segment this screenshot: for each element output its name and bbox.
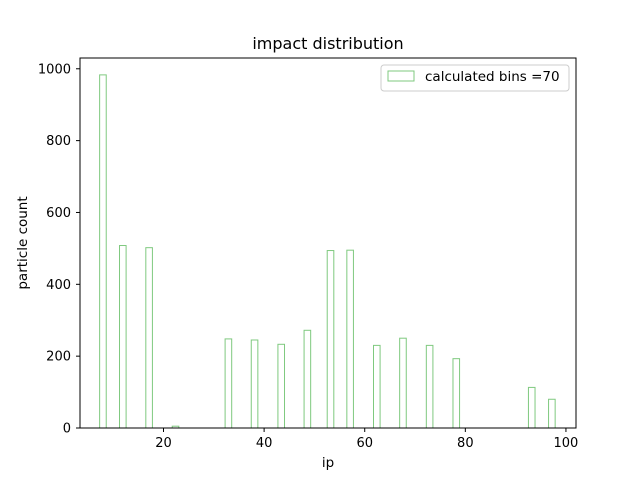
y-tick-label: 1000 [38, 62, 71, 77]
bars-group [99, 74, 556, 429]
legend-frame [380, 64, 570, 92]
x-axis-title: ip [322, 455, 334, 471]
histogram-bar [425, 344, 434, 429]
legend: calculated bins =70 [380, 64, 570, 92]
x-tick-label: 80 [457, 436, 474, 451]
y-tick-label: 0 [63, 422, 71, 437]
x-tick-label: 20 [155, 436, 172, 451]
y-tick-label: 200 [46, 350, 71, 365]
y-axis-title: particle count [15, 196, 31, 289]
legend-swatch [387, 70, 415, 82]
legend-label: calculated bins =70 [425, 69, 560, 85]
y-tick-label: 400 [46, 278, 71, 293]
y-tick-label: 800 [46, 134, 71, 149]
histogram-bar [119, 245, 127, 429]
x-tick-label: 60 [356, 436, 373, 451]
histogram-bar [346, 249, 354, 429]
histogram-bar [452, 358, 461, 429]
x-axis-ticks: 20 40 60 80 100 [155, 428, 578, 451]
x-tick-label: 40 [256, 436, 273, 451]
y-tick-label: 600 [46, 206, 71, 221]
histogram-bar [399, 337, 407, 429]
plot-frame [79, 57, 577, 429]
x-tick-label: 100 [554, 436, 579, 451]
histogram-bar [277, 343, 286, 429]
histogram-bar [250, 339, 259, 429]
chart-title: impact distribution [252, 34, 403, 53]
histogram-bar [326, 250, 335, 429]
histogram-bar [548, 398, 556, 429]
y-axis-ticks: 0 200 400 600 800 1000 [38, 62, 80, 437]
histogram-bar [303, 329, 312, 429]
histogram-bar [373, 344, 381, 429]
histogram-bar [527, 386, 536, 429]
histogram-bar [224, 338, 233, 429]
histogram-bar [145, 247, 153, 429]
histogram-bar [99, 74, 107, 429]
